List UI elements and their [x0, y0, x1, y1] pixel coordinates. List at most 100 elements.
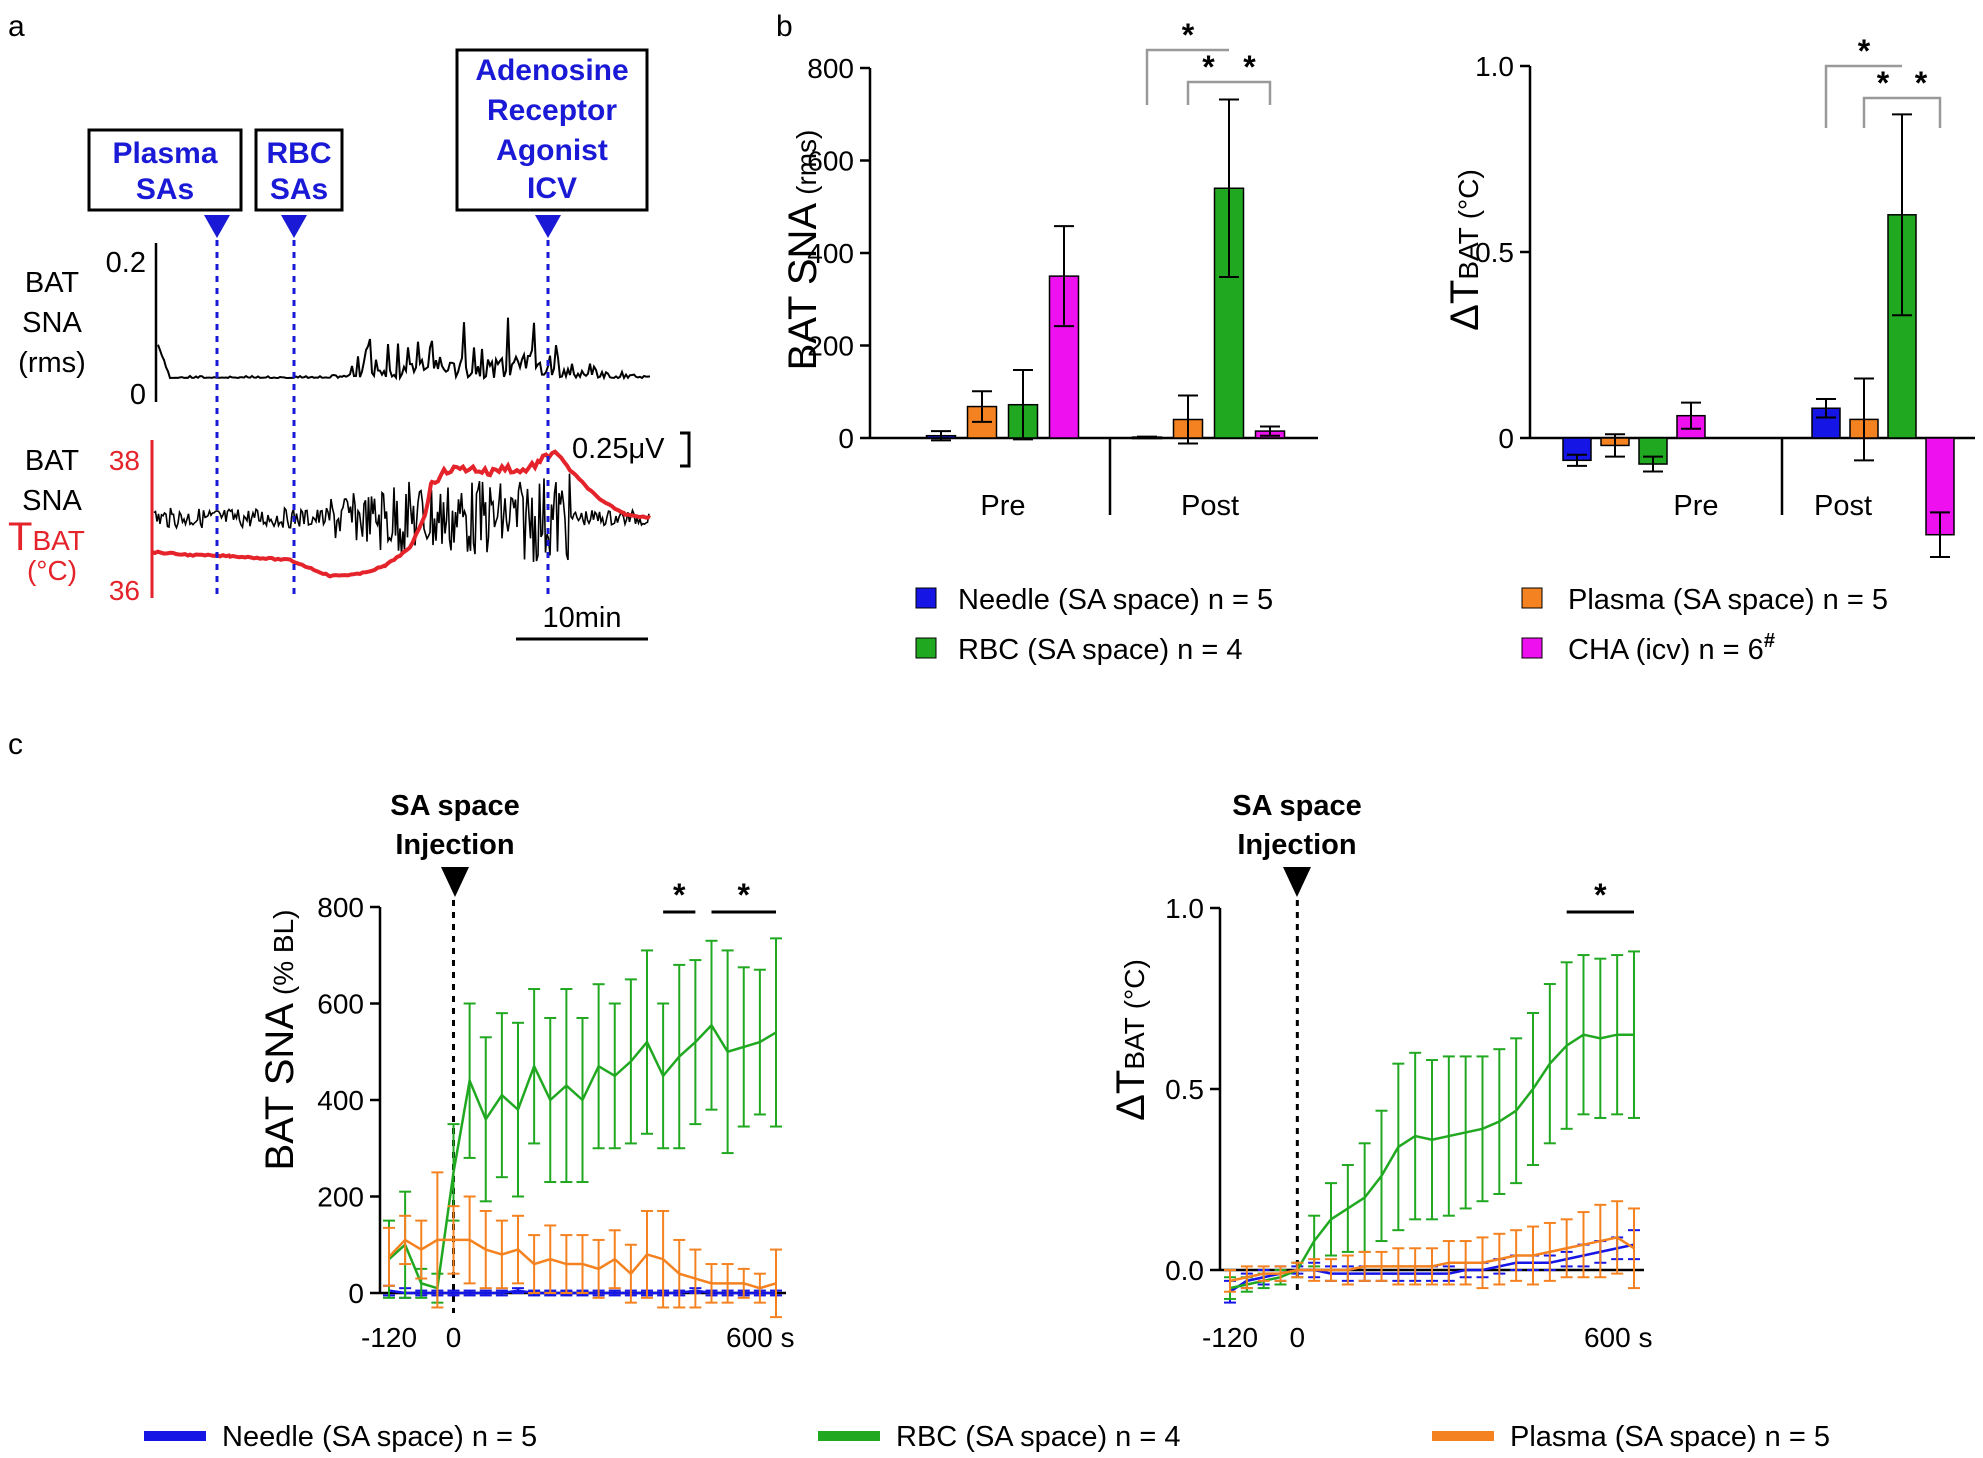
b-left-ytick-label: 800 [807, 53, 854, 84]
b-left-sig-star: * [1182, 17, 1195, 53]
panel-b-letter: b [776, 10, 793, 43]
c-right-sig-star: * [1594, 877, 1607, 913]
c-left-ytick-label: 800 [317, 892, 364, 923]
voltage-scale-label: 0.25μV [572, 433, 665, 465]
b-right-ytick-label: 1.0 [1475, 51, 1514, 82]
legend-needle-label: Needle (SA space) n = 5 [958, 584, 1273, 616]
b-left-sig-star: * [1243, 49, 1256, 85]
trace2-top-tick: 38 [109, 445, 140, 476]
legend-plasma-label: Plasma (SA space) n = 5 [1568, 584, 1888, 616]
c-left-ylabel: BAT SNA(% BL) [258, 909, 302, 1170]
trace1-bottom-tick: 0 [130, 379, 146, 411]
rbc-sas-line2: SAs [270, 173, 328, 206]
b-right-sig-star: * [1915, 65, 1928, 101]
panel-c-left-chart: SA space Injection BAT SNA(% BL) 0 200 400… [258, 790, 795, 1353]
b-left-category-label: Pre [980, 490, 1025, 522]
c-left-ytick-label: 0 [348, 1278, 364, 1309]
b-left-ytick-label: 200 [807, 331, 854, 362]
trace1-top-tick: 0.2 [106, 247, 146, 279]
b-left-ytick-label: 600 [807, 146, 854, 177]
b-right-ylabel: ΔTBAT(°C) [1443, 169, 1487, 331]
c-left-series-line [388, 1238, 777, 1290]
c-legend-plasma-label: Plasma (SA space) n = 5 [1510, 1421, 1830, 1453]
b-left-ylabel: BAT SNA(rms) [781, 130, 825, 371]
legend-rbc-swatch [915, 637, 937, 659]
c-right-injection-line1: SA space [1232, 790, 1362, 822]
c-left-series-line [388, 1023, 777, 1290]
c-left-xtick-label: -120 [361, 1322, 417, 1353]
c-right-ylabel: ΔTBAT(°C) [1109, 959, 1153, 1121]
b-left-sig-bracket [1186, 80, 1229, 105]
c-left-ytick-label: 400 [317, 1085, 364, 1116]
c-legend-rbc-label: RBC (SA space) n = 4 [896, 1421, 1181, 1453]
b-right-category-label: Pre [1673, 490, 1718, 522]
adenosine-line2: Receptor [487, 94, 617, 127]
legend-plasma-swatch [1521, 587, 1543, 609]
b-left-ytick-label: 0 [838, 423, 854, 454]
bat-sna-rms-trace [157, 317, 651, 382]
trace1-label-line1: BAT [25, 267, 80, 299]
c-right-series-line [1229, 1236, 1635, 1283]
panel-a-recording: Plasma SAs RBC SAs Adenosine Receptor Ag… [8, 48, 691, 641]
legend-cha-label: CHA (icv) n = 6# [1568, 630, 1775, 666]
plasma-sas-line1: Plasma [112, 137, 217, 170]
voltage-scale-bar [680, 431, 691, 468]
adenosine-box [455, 48, 649, 212]
c-left-injection-arrow-icon [441, 867, 469, 897]
tbat-trace [151, 449, 652, 579]
c-left-sig-star: * [738, 877, 751, 913]
c-right-ytick-label: 0.5 [1165, 1074, 1204, 1105]
c-right-xtick-label: -120 [1202, 1322, 1258, 1353]
plasma-marker-arrow-icon [204, 215, 230, 238]
rbc-marker-arrow-icon [281, 215, 307, 238]
panel-c-right-chart: SA space Injection ΔTBAT(°C) 0.0 0.5 1.0 -1… [1109, 790, 1652, 1353]
c-left-injection-line1: SA space [390, 790, 520, 822]
c-right-xtick-label: 0 [1290, 1322, 1306, 1353]
rbc-sas-box [254, 128, 344, 212]
rbc-sas-line1: RBC [267, 137, 332, 170]
b-right-ytick-label: 0.5 [1475, 237, 1514, 268]
b-right-ytick-label: 0 [1498, 423, 1514, 454]
trace2-bottom-tick: 36 [109, 575, 140, 606]
tbat-label: TBAT [8, 515, 85, 559]
b-left-category-label: Post [1181, 490, 1239, 522]
c-left-sig-star: * [673, 877, 686, 913]
b-right-category-label: Post [1814, 490, 1872, 522]
b-left-sig-star: * [1202, 49, 1215, 85]
trace2-label-line1: BAT [25, 445, 80, 477]
c-right-xtick-label: 600 s [1584, 1322, 1653, 1353]
legend-needle-swatch [915, 587, 937, 609]
c-right-injection-arrow-icon [1283, 867, 1311, 897]
b-right-sig-bracket [1862, 96, 1902, 128]
panel-b-legend: Needle (SA space) n = 5 Plasma (SA space… [915, 584, 1888, 666]
b-right-sig-bracket [1902, 96, 1942, 128]
c-right-injection-line2: Injection [1237, 829, 1356, 861]
c-left-ytick-label: 600 [317, 989, 364, 1020]
b-left-ytick-label: 400 [807, 238, 854, 269]
b-left-sig-bracket [1145, 48, 1229, 105]
trace2-label-line2: SNA [22, 485, 82, 517]
c-legend-needle-label: Needle (SA space) n = 5 [222, 1421, 537, 1453]
plasma-sas-box [87, 128, 243, 212]
time-scale-label: 10min [543, 602, 622, 634]
c-right-ytick-label: 0.0 [1165, 1255, 1204, 1286]
adenosine-line1: Adenosine [475, 54, 628, 87]
panel-a-letter: a [8, 10, 25, 43]
legend-cha-swatch [1521, 637, 1543, 659]
legend-rbc-label: RBC (SA space) n = 4 [958, 634, 1243, 666]
c-left-xtick-label: 600 s [726, 1322, 795, 1353]
b-right-sig-bracket [1824, 64, 1902, 128]
adenosine-marker-arrow-icon [535, 215, 561, 238]
c-left-injection-line2: Injection [395, 829, 514, 861]
c-right-ytick-label: 1.0 [1165, 893, 1204, 924]
trace1-label-line2: SNA [22, 307, 82, 339]
trace1-label-line3: (rms) [18, 347, 86, 379]
c-left-xtick-label: 0 [446, 1322, 462, 1353]
panel-c-letter: c [8, 728, 23, 761]
plasma-sas-line2: SAs [136, 173, 194, 206]
panel-c-legend: Needle (SA space) n = 5 RBC (SA space) n… [144, 1421, 1830, 1453]
b-left-bar [1213, 187, 1245, 439]
